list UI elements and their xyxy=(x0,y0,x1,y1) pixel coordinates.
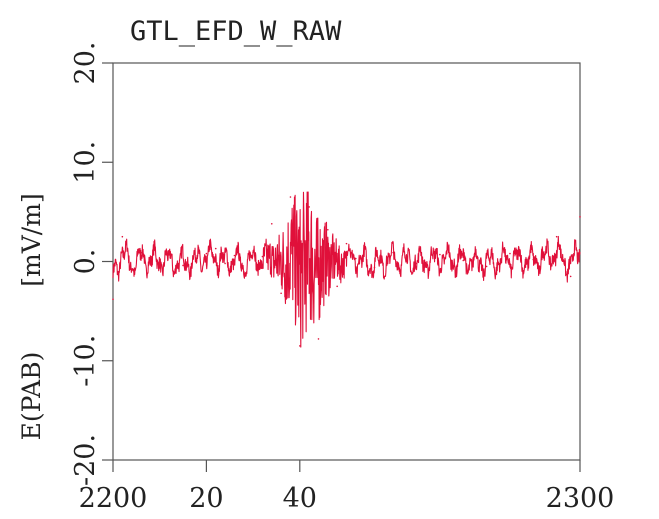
y-tick-label: 0. xyxy=(70,249,101,275)
series-point xyxy=(289,196,292,198)
series-point xyxy=(299,345,301,347)
y-axis-label: [mV/m] E(PAB) xyxy=(17,193,46,440)
axis-ticks: 2200 20 40 2300 20. 10. 0. -10. -20. xyxy=(70,42,614,514)
series-line-0 xyxy=(112,191,581,348)
series-point xyxy=(242,270,245,273)
series-point xyxy=(485,265,488,268)
series-point xyxy=(205,252,208,255)
series-point xyxy=(112,298,114,301)
x-tick-label: 40 xyxy=(283,483,317,514)
series-point xyxy=(261,255,264,258)
series-point xyxy=(233,254,236,257)
series-point xyxy=(252,251,254,254)
series-point xyxy=(308,206,310,208)
series-point xyxy=(130,268,133,271)
y-tick-label: 20. xyxy=(70,42,101,85)
series-point xyxy=(415,262,418,265)
x-tick-label: 2300 xyxy=(546,483,615,514)
series-point xyxy=(462,259,465,262)
y-axis-name-label: E(PAB) xyxy=(17,352,46,441)
y-axis-unit-label: [mV/m] xyxy=(17,193,46,286)
series-point xyxy=(270,222,273,225)
series-point xyxy=(355,257,357,260)
series-layer xyxy=(112,191,581,348)
series-point xyxy=(569,275,572,278)
series-point xyxy=(439,253,441,256)
series-point xyxy=(158,258,161,261)
series-point xyxy=(532,258,535,261)
y-tick-label: 10. xyxy=(70,141,101,184)
series-point xyxy=(121,235,124,238)
series-point xyxy=(317,338,320,340)
y-tick-label: -10. xyxy=(70,335,101,387)
series-point xyxy=(224,262,226,265)
chart-title: GTL_EFD_W_RAW xyxy=(130,16,342,47)
series-point xyxy=(373,266,376,269)
x-tick-label: 2200 xyxy=(79,483,148,514)
series-point xyxy=(327,228,329,231)
series-point xyxy=(280,292,282,295)
series-point xyxy=(509,252,511,255)
series-point xyxy=(336,285,338,288)
series-point xyxy=(392,251,395,254)
series-point xyxy=(140,251,142,254)
x-tick-label: 20 xyxy=(189,483,223,514)
y-tick-label: -20. xyxy=(70,434,101,486)
series-point xyxy=(214,247,217,250)
series-point xyxy=(579,216,581,218)
series-point xyxy=(182,264,184,267)
series-point xyxy=(555,235,558,238)
series-point xyxy=(345,242,348,245)
